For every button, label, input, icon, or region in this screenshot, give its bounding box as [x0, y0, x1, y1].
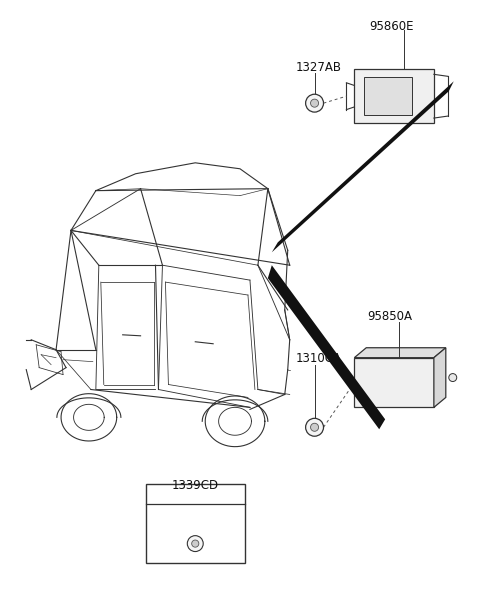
Circle shape [306, 418, 324, 436]
Polygon shape [268, 265, 385, 430]
Circle shape [187, 535, 203, 552]
Text: 1339CD: 1339CD [172, 479, 219, 492]
Text: 95860E: 95860E [369, 19, 414, 33]
Bar [145, 484, 245, 563]
Circle shape [311, 99, 319, 107]
Circle shape [192, 540, 199, 547]
Text: 95850A: 95850A [367, 310, 412, 323]
Bar [354, 70, 434, 123]
Circle shape [306, 94, 324, 112]
Polygon shape [434, 348, 446, 407]
Polygon shape [272, 81, 454, 252]
Polygon shape [354, 348, 446, 358]
Bar [354, 358, 434, 407]
Circle shape [311, 424, 319, 431]
Text: 1310CA: 1310CA [296, 352, 342, 365]
Bar [364, 77, 412, 115]
Circle shape [449, 373, 457, 382]
Text: 1327AB: 1327AB [296, 61, 342, 74]
